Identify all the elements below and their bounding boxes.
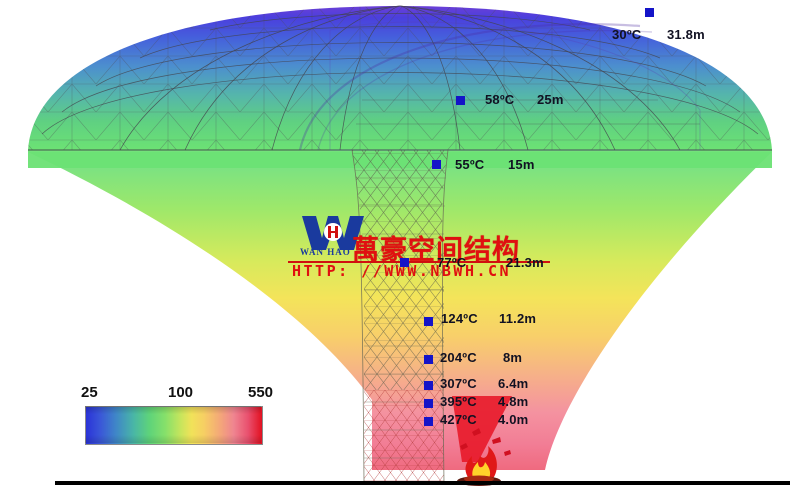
watermark-rule	[288, 261, 550, 263]
temperature-legend-bar	[85, 406, 263, 445]
annotation-temp-a4: 77ºC	[437, 255, 467, 270]
annotation-temp-a1: 30ºC	[612, 27, 642, 42]
annotation-height-a5: 11.2m	[499, 311, 537, 326]
legend-tick-max: 550	[248, 384, 274, 401]
annotation-height-a4: 21.3m	[506, 255, 544, 270]
watermark-company-en: WAN HAO	[300, 247, 351, 257]
annotation-height-a9: 4.0m	[498, 412, 529, 427]
legend-tick-mid: 100	[168, 384, 194, 401]
annotation-temp-a8: 395ºC	[440, 394, 477, 409]
central-column	[351, 99, 772, 484]
annotation-height-a3: 15m	[508, 157, 535, 172]
ground-line	[55, 481, 790, 485]
annotation-height-a7: 6.4m	[498, 376, 529, 391]
annotation-marker-a1	[645, 8, 654, 17]
annotation-temp-a5: 124ºC	[441, 311, 478, 326]
annotation-marker-a2	[456, 96, 465, 105]
inner-dome-overlay	[298, 21, 701, 151]
annotation-temp-a2: 58ºC	[485, 92, 515, 107]
watermark-url: HTTP: //WWW.NBWH.CN	[292, 262, 512, 280]
wanhao-logo-icon	[302, 216, 364, 250]
annotation-height-a6: 8m	[503, 350, 523, 365]
annotation-height-a8: 4.8m	[498, 394, 529, 409]
annotation-marker-a4	[400, 258, 409, 267]
annotation-temp-a7: 307ºC	[440, 376, 477, 391]
annotation-marker-a9	[424, 417, 433, 426]
annotation-height-a1: 31.8m	[667, 27, 705, 42]
annotation-marker-a3	[432, 160, 441, 169]
dome-structure	[28, 5, 772, 151]
watermark	[288, 206, 558, 268]
watermark-company-cn: 萬豪空间结构	[352, 235, 520, 266]
annotation-marker-a5	[424, 317, 433, 326]
annotation-marker-a8	[424, 399, 433, 408]
annotation-marker-a7	[424, 381, 433, 390]
annotation-height-a2: 25m	[537, 92, 564, 107]
annotation-temp-a9: 427ºC	[440, 412, 477, 427]
annotation-marker-a6	[424, 355, 433, 364]
annotation-temp-a3: 55ºC	[455, 157, 485, 172]
legend-tick-min: 25	[81, 384, 98, 401]
annotation-temp-a6: 204ºC	[440, 350, 477, 365]
